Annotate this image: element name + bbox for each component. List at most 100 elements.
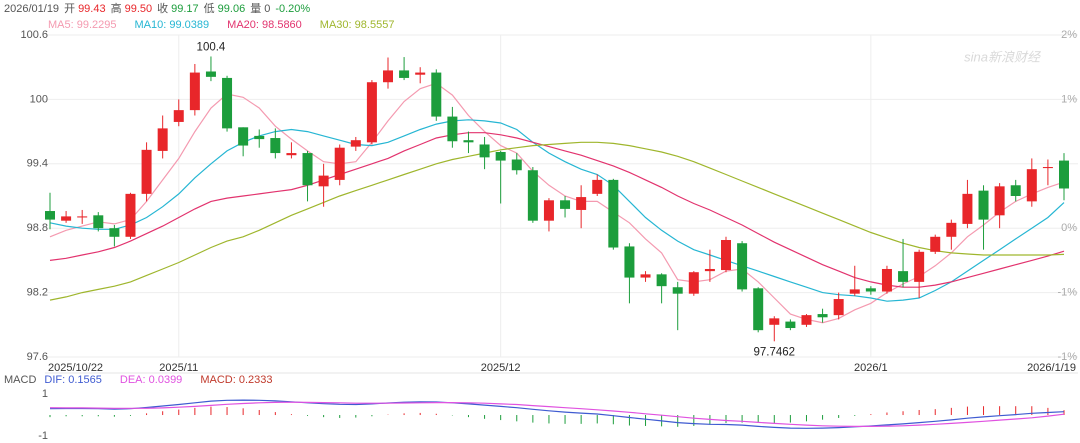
ma-line [49,119,1065,302]
candle-body [463,140,474,143]
ma-legend: MA5: 99.2295 MA10: 99.0389 MA20: 98.5860 MA… [48,19,394,31]
y2-tick-label: -1% [1057,351,1077,363]
legend-sep: : [349,19,355,31]
candle-body [898,271,909,282]
max-annotation: 100.4 [197,41,226,53]
candle-body [1026,169,1037,202]
ma-line [49,82,1065,324]
candle-body [254,135,265,140]
candle-body [994,186,1005,216]
candle-body [479,144,490,158]
header-value: 99.06 [218,3,246,15]
candle-body [1010,185,1021,196]
y-tick-label: 100.6 [20,29,48,41]
macd-legend-value: 0.0399 [149,374,183,386]
y-tick-label: 98.8 [27,222,48,234]
candle-body [704,268,715,272]
candle-body [769,318,780,325]
legend-name: MA20 [227,19,256,31]
candle-body [222,77,233,129]
candle-body [77,216,88,218]
macd-tick-label: 1 [42,388,48,400]
legend-sep: : [71,19,77,31]
legend-sep: : [256,19,262,31]
candle-body [511,159,522,171]
header-value: 99.50 [125,3,153,15]
candle-body [624,246,635,278]
candle-body [125,193,136,237]
candle-body [785,321,796,329]
candle-body [205,71,216,77]
macd-legend-name: MACD [200,374,232,386]
candle-body [415,72,426,75]
candle-body [849,289,860,294]
candle-body [592,179,603,194]
candle-body [962,193,973,224]
macd-tick-label: -1 [38,430,48,442]
watermark: sina新浪财经 [964,49,1042,64]
macd-legend-value: 0.1565 [68,374,102,386]
header-change: -0.20% [275,3,310,15]
candle-body [334,147,345,180]
candle-body [302,153,313,186]
header-label: 收 [157,1,168,15]
candle-body [141,149,152,194]
candle-body [721,240,731,271]
candle-body [543,200,554,221]
y2-tick-label: -1% [1057,287,1077,299]
candle-body [753,288,764,331]
candle-body [45,211,55,220]
candle-body [1042,167,1053,169]
candle-body [399,70,410,78]
candle-body [833,299,844,316]
candle-body [431,72,442,117]
x-tick-label: 2025/12 [481,362,521,374]
header-label: 量 [250,2,261,15]
legend-name: MA10 [135,19,164,31]
min-annotation: 97.7462 [753,346,795,358]
header-label: 低 [204,2,215,15]
candle-body [930,236,941,252]
candle-body [881,268,892,292]
legend-value: 99.0389 [169,19,209,31]
y2-tick-label: 0% [1061,222,1077,234]
legend-name: MA5 [48,19,71,31]
macd-legend-sep: : [62,374,68,386]
header-date: 2026/01/19 [4,3,59,15]
candle-body [318,175,329,187]
candle-body [173,110,184,122]
y2-tick-label: 1% [1061,93,1077,105]
candle-body [447,116,458,142]
candle-body [914,251,925,282]
candle-body [656,274,667,287]
candle-body [238,127,249,146]
legend-sep: : [163,19,169,31]
candle-body [978,190,989,220]
y-tick-label: 97.6 [27,351,48,363]
ma-line [49,141,1065,301]
x-tick-label: 2026/1/19 [1027,362,1076,374]
candle-body [576,197,587,210]
dea-line [49,401,1065,427]
candle-body [61,216,72,221]
header: 2026/01/19 开 99.43 高 99.50 收 99.17 低 99.06 量 0 -0.2… [4,1,310,15]
macd-legend-sep: : [233,374,239,386]
x-tick-label: 2025/11 [159,362,198,374]
candle-body [640,274,651,278]
candle-body [1059,160,1069,189]
candle-body [109,228,120,237]
header-label: 开 [64,3,75,15]
candle-body [157,128,168,151]
macd-legend-name: DIF [44,374,62,386]
candle-body [672,287,683,294]
candle-body [608,179,619,248]
candle-body [350,140,361,147]
candle-body [817,314,828,318]
legend-value: 99.2295 [77,19,117,31]
candle-body [527,170,538,221]
header-value: 99.17 [171,3,199,15]
y-tick-label: 98.2 [27,287,48,299]
header-value: 0 [264,3,270,15]
